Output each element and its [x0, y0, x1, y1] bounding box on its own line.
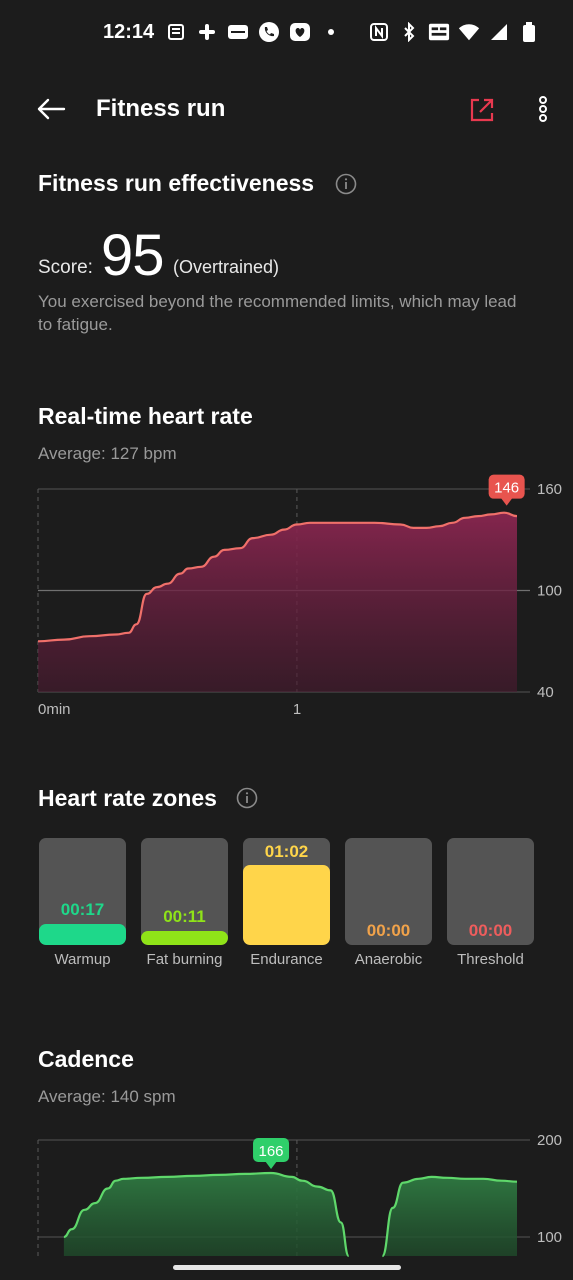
x-tick-label: 0min — [38, 701, 71, 718]
peak-pointer — [500, 497, 513, 506]
y-tick-label: 200 — [537, 1132, 562, 1149]
share-button[interactable] — [467, 95, 497, 125]
phone-icon — [258, 22, 280, 42]
heart-rate-line — [37, 511, 518, 643]
zones-title: Heart rate zones — [38, 785, 217, 811]
zone-time: 00:11 — [163, 907, 206, 926]
score-state: (Overtrained) — [173, 257, 280, 277]
zone-bar: 00:11 — [141, 838, 228, 945]
zone-fill — [141, 931, 228, 945]
system-icons — [368, 22, 540, 42]
wifi-icon — [458, 22, 480, 42]
heart-rate-average: Average: 127 bpm — [38, 444, 177, 463]
status-bar: 12:14 — [0, 0, 573, 64]
zone-time: 00:00 — [468, 921, 513, 940]
zone-label: Fat burning — [146, 951, 223, 968]
effectiveness-title: Fitness run effectiveness — [38, 170, 315, 196]
cadence-chart: 200 100 166 — [37, 1132, 562, 1258]
peak-label: 166 — [259, 1143, 284, 1160]
zone-time: 01:02 — [264, 842, 309, 861]
zone-threshold[interactable]: 00:00 Threshold — [447, 838, 534, 968]
x-tick-label: 1 — [293, 701, 301, 718]
info-icon — [335, 173, 357, 195]
vowifi-icon — [428, 22, 450, 42]
zone-fill — [243, 865, 330, 945]
zone-fat-burning[interactable]: 00:11 Fat burning — [141, 838, 228, 968]
zone-label: Threshold — [457, 951, 524, 968]
zone-warmup[interactable]: 00:17 Warmup — [39, 838, 126, 968]
heart-rate-chart: 160 100 40 0min 1 146 — [37, 474, 562, 718]
y-tick-label: 160 — [537, 481, 562, 498]
more-options-button[interactable] — [530, 94, 556, 124]
zone-bar: 00:00 — [345, 838, 432, 945]
zone-label: Endurance — [250, 951, 323, 968]
signal-icon — [488, 22, 510, 42]
zone-bar: 00:17 — [39, 838, 126, 945]
more-vertical-icon — [539, 96, 547, 122]
peak-badge — [253, 1137, 290, 1162]
peak-badge — [488, 474, 525, 499]
y-tick-label: 100 — [537, 1229, 562, 1246]
zone-anaerobic[interactable]: 00:00 Anaerobic — [345, 838, 432, 968]
peak-pointer — [265, 1160, 278, 1169]
cadence-area — [382, 1176, 517, 1256]
zone-time: 00:17 — [60, 900, 105, 919]
nfc-icon — [368, 22, 390, 42]
home-indicator[interactable] — [173, 1265, 401, 1270]
y-tick-label: 100 — [537, 583, 562, 600]
zone-fill — [39, 924, 126, 945]
news-icon — [165, 22, 187, 42]
back-arrow-icon — [37, 98, 66, 120]
score-value: 95 — [101, 223, 165, 288]
peak-label: 146 — [494, 480, 519, 497]
dot-icon — [320, 22, 342, 42]
cadence-line — [63, 1171, 350, 1258]
effectiveness-info-button[interactable] — [335, 173, 357, 195]
bluetooth-icon — [398, 22, 420, 42]
zone-bar: 01:02 — [243, 838, 330, 945]
battery-icon — [518, 22, 540, 42]
score-description: You exercised beyond the recommended lim… — [38, 292, 517, 334]
cadence-area — [63, 1173, 349, 1256]
zone-label: Warmup — [54, 951, 111, 968]
zones-info-button[interactable] — [236, 787, 258, 809]
heart-rate-title: Real-time heart rate — [38, 403, 253, 429]
cadence-title: Cadence — [38, 1046, 134, 1072]
heart-rate-area — [38, 512, 517, 692]
back-button[interactable] — [34, 92, 68, 126]
zone-endurance[interactable]: 01:02 Endurance — [243, 838, 330, 968]
share-icon — [470, 98, 494, 122]
slack-icon — [196, 22, 218, 42]
y-tick-label: 40 — [537, 684, 554, 701]
notification-icons — [165, 22, 342, 42]
heart-app-icon — [289, 22, 311, 42]
zone-label: Anaerobic — [354, 951, 423, 968]
score-label: Score: — [38, 257, 93, 278]
info-icon — [236, 787, 258, 809]
cadence-average: Average: 140 spm — [38, 1087, 176, 1106]
zone-time: 00:00 — [366, 921, 411, 940]
status-time: 12:14 — [103, 21, 155, 43]
cadence-line — [381, 1175, 518, 1258]
zone-bar: 00:00 — [447, 838, 534, 945]
paytm-icon — [227, 22, 249, 42]
page-title: Fitness run — [96, 95, 226, 122]
